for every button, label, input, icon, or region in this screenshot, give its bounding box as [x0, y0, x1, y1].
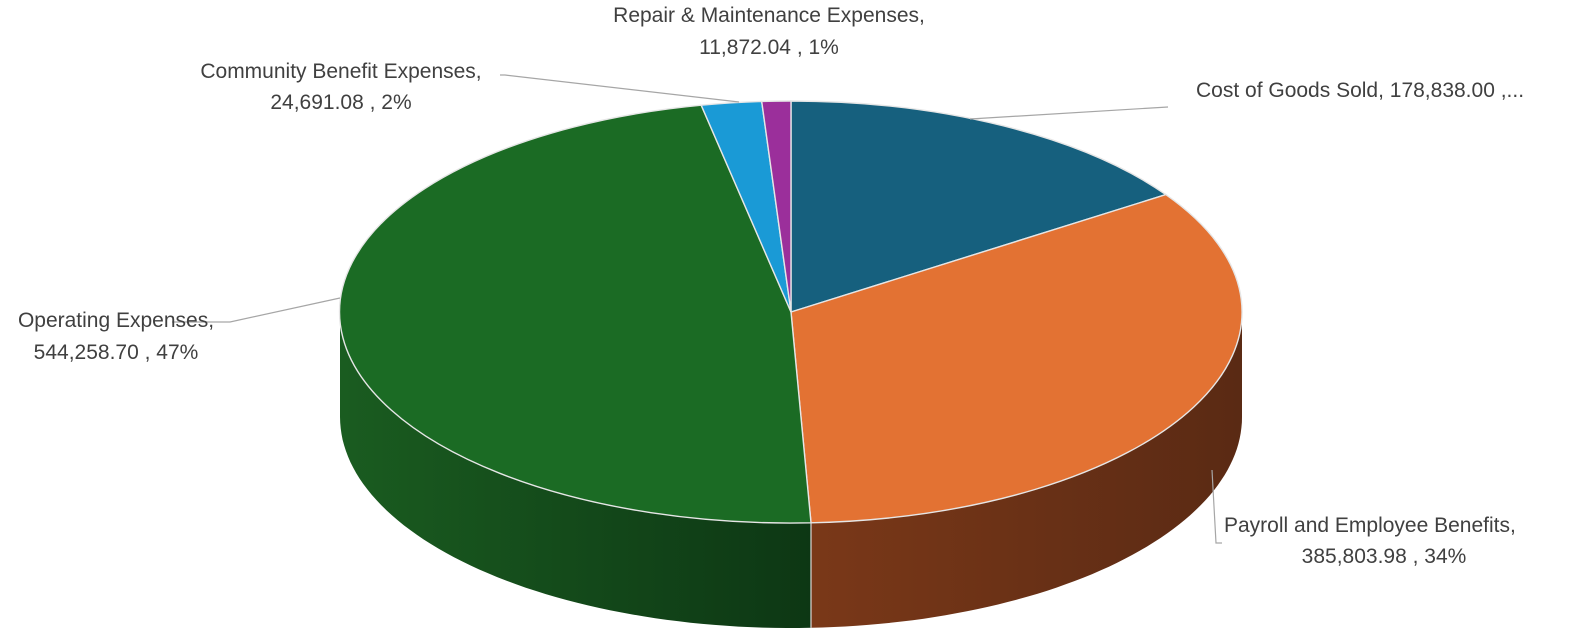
pie-slices — [338, 100, 1243, 524]
data-label-repair-line2: 11,872.04 , 1% — [699, 36, 839, 59]
data-label-payroll-line2: 385,803.98 , 34% — [1302, 545, 1467, 568]
data-label-operating-line2: 544,258.70 , 47% — [34, 341, 199, 364]
data-label-community-line1: Community Benefit Expenses, — [200, 60, 481, 83]
leader-line-community — [500, 74, 740, 103]
leader-line-operating — [172, 297, 341, 323]
data-label-repair-line1: Repair & Maintenance Expenses, — [613, 4, 925, 27]
pie-slice-cogs — [790, 100, 1168, 313]
leader-line-payroll — [1211, 469, 1222, 544]
leader-lines — [172, 74, 1222, 544]
pie-slice-payroll — [790, 193, 1243, 524]
data-label-cogs: Cost of Goods Sold, 178,838.00 ,... — [1196, 79, 1524, 102]
pie-side-payroll — [811, 312, 1242, 628]
pie-slice-operating — [338, 104, 812, 524]
data-label-payroll-line1: Payroll and Employee Benefits, — [1224, 514, 1516, 537]
pie-side-operating — [340, 312, 811, 628]
leader-line-cogs — [969, 106, 1169, 120]
pie-slice-repair — [760, 100, 792, 313]
data-label-community-line2: 24,691.08 , 2% — [270, 91, 411, 114]
data-label-operating-line1: Operating Expenses, — [18, 309, 214, 332]
